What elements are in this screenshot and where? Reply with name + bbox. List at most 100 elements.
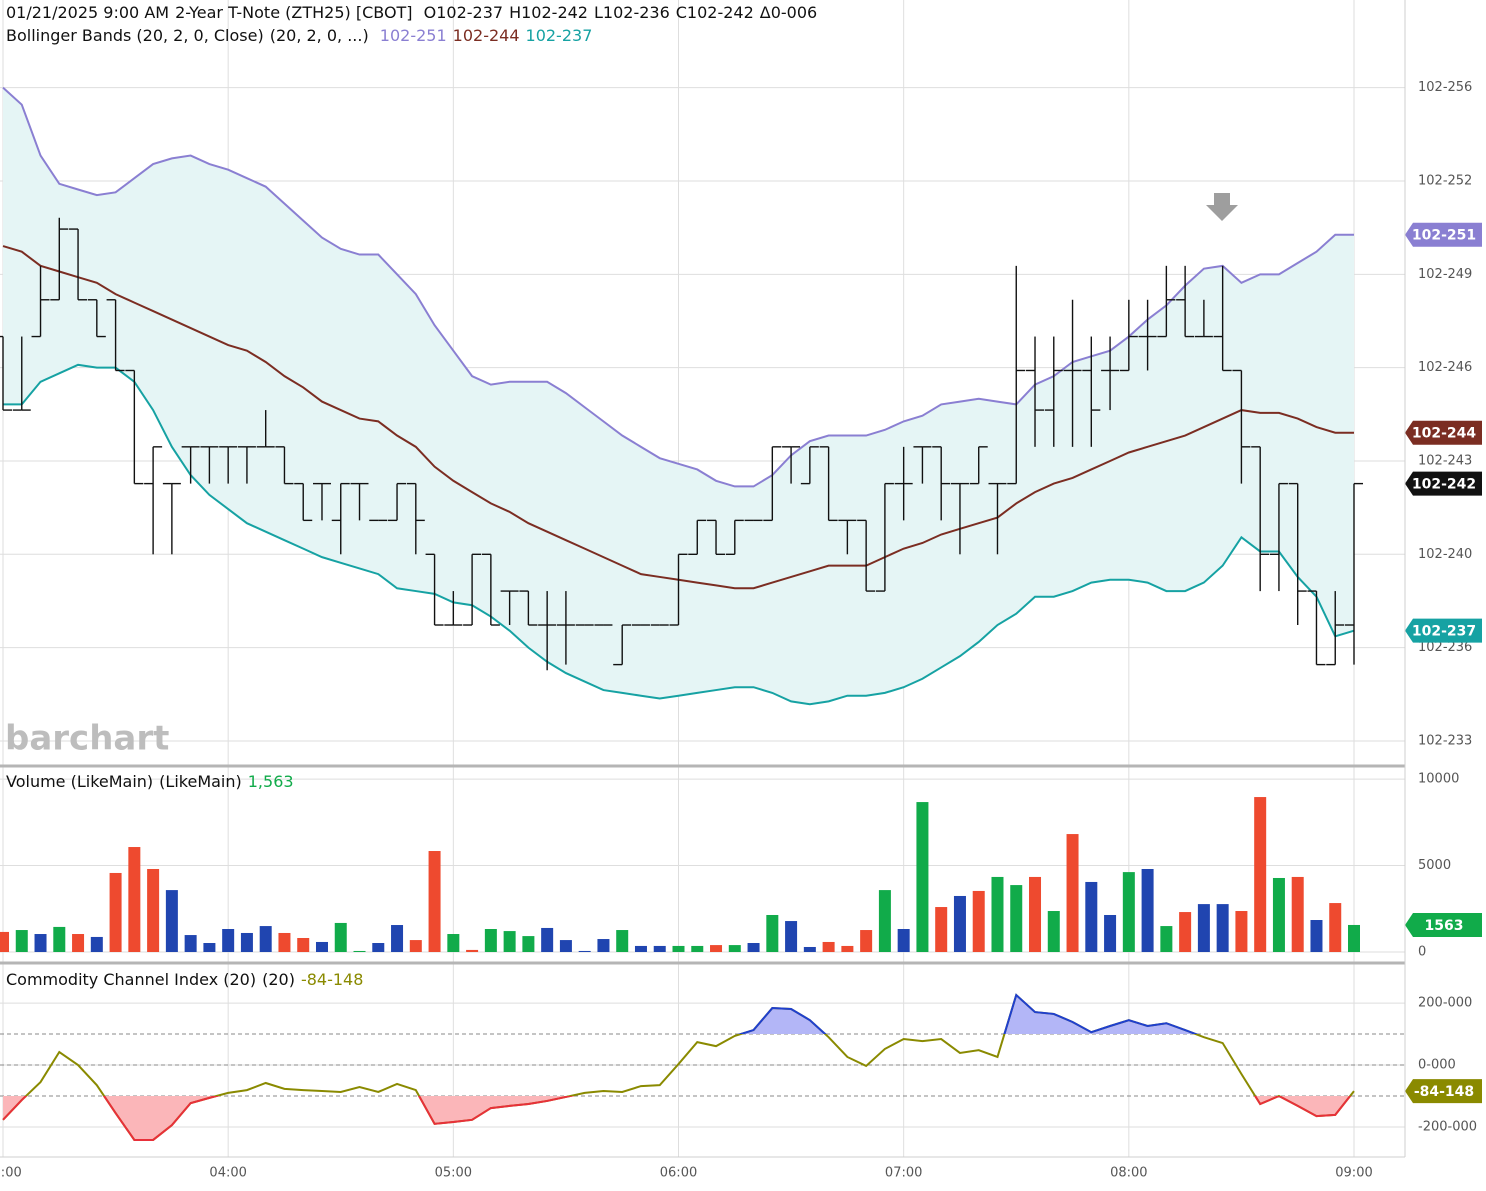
y-tick-label: 102-233 xyxy=(1418,733,1472,748)
volume-bar xyxy=(1329,903,1342,952)
volume-bar xyxy=(822,941,835,952)
volume-bar xyxy=(953,895,966,952)
band-badge-bg xyxy=(1405,222,1482,247)
band-line xyxy=(3,363,1355,706)
volume-bar xyxy=(372,943,385,952)
y-tick-label: 102-256 xyxy=(1418,80,1472,95)
volume-bar xyxy=(109,872,122,952)
x-tick-label: 07:00 xyxy=(885,1166,922,1181)
band-badge: 102-244 xyxy=(1412,426,1477,442)
x-tick-label: 04:00 xyxy=(209,1166,246,1181)
volume-bar xyxy=(578,950,591,952)
volume-bar xyxy=(1160,926,1173,952)
volume-params: (LikeMain) xyxy=(159,772,242,791)
volume-bar xyxy=(897,929,910,952)
overlay-name: Bollinger Bands (20, 2, 0, Close) xyxy=(6,26,264,45)
volume-bar xyxy=(203,943,216,952)
watermark: barchart xyxy=(5,719,169,759)
close-badge-bg xyxy=(1405,471,1482,496)
volume-bar xyxy=(991,876,1004,952)
volume-header: Volume (LikeMain) (LikeMain) 1,563 xyxy=(6,772,300,791)
volume-bar xyxy=(1029,876,1042,952)
volume-bar xyxy=(353,950,366,952)
y-tick-label: 0-000 xyxy=(1418,1058,1456,1073)
volume-bar xyxy=(147,868,160,952)
volume-bar xyxy=(128,847,141,952)
volume-bar xyxy=(634,945,647,952)
volume-bar xyxy=(672,945,685,952)
volume-bar xyxy=(935,907,948,952)
volume-bar xyxy=(503,931,516,952)
volume-bar xyxy=(72,934,85,952)
volume-bar xyxy=(1085,881,1098,952)
volume-bar xyxy=(1310,920,1323,952)
cci-last-label: -84-148 xyxy=(300,970,364,989)
cci-params: (20) xyxy=(262,970,295,989)
y-tick-label: 102-236 xyxy=(1418,640,1472,655)
cci-upper-fill xyxy=(740,995,1196,1035)
volume-bar xyxy=(315,941,328,952)
volume-bar xyxy=(710,945,723,952)
cci-header: Commodity Channel Index (20) (20) -84-148 xyxy=(6,970,369,989)
volume-bar xyxy=(484,929,497,952)
volume-bar xyxy=(972,890,985,952)
volume-bar xyxy=(1066,834,1079,952)
volume-bar xyxy=(878,890,891,952)
volume-bar xyxy=(653,945,666,952)
volume-bar xyxy=(747,943,760,952)
volume-title: Volume (LikeMain) xyxy=(6,772,154,791)
ohlc-label: H102-242 xyxy=(509,3,588,22)
volume-bar xyxy=(1047,911,1060,952)
volume-bar xyxy=(1141,868,1154,952)
volume-bar xyxy=(541,927,554,952)
close-badge: 102-242 xyxy=(1412,477,1476,493)
header-subtitle: 2-Year T-Note (ZTH25) [CBOT] xyxy=(175,3,413,22)
volume-badge-bg xyxy=(1405,912,1482,937)
price-header: 01/21/2025 9:00 AM 2-Year T-Note (ZTH25) … xyxy=(6,3,823,22)
volume-bar xyxy=(1272,877,1285,952)
volume-bar xyxy=(259,926,272,952)
volume-bar xyxy=(1104,914,1117,952)
volume-bar xyxy=(1010,885,1023,952)
volume-bar xyxy=(447,934,460,952)
cci-line-upper xyxy=(737,993,1199,1035)
volume-bar xyxy=(766,914,779,952)
overlay-params: (20, 2, 0, ...) xyxy=(269,26,369,45)
volume-bar xyxy=(222,929,235,952)
y-tick-label: 102-249 xyxy=(1418,267,1472,282)
volume-bar xyxy=(409,940,422,952)
y-tick-label: 102-240 xyxy=(1418,547,1472,562)
volume-bar xyxy=(15,930,28,952)
cci-badge: -84-148 xyxy=(1414,1084,1474,1100)
ohlc-label: Δ0-006 xyxy=(759,3,818,22)
volume-bar xyxy=(1122,872,1135,952)
overlay-last-label: 102-237 xyxy=(525,26,593,45)
volume-bar xyxy=(466,949,479,952)
volume-bar xyxy=(1254,797,1267,952)
volume-bar xyxy=(90,936,103,952)
y-tick-label: 102-246 xyxy=(1418,360,1472,375)
volume-bar xyxy=(522,936,535,952)
volume-bar xyxy=(1216,904,1229,952)
y-tick-label: 0 xyxy=(1418,945,1426,960)
volume-bar xyxy=(297,937,310,952)
volume-bar xyxy=(1291,876,1304,952)
volume-last-label: 1,563 xyxy=(247,772,294,791)
volume-bar xyxy=(428,851,441,952)
volume-bar xyxy=(616,930,629,952)
band-badge-bg xyxy=(1405,420,1482,445)
volume-bar xyxy=(785,921,798,952)
volume-bar xyxy=(728,945,741,952)
volume-bar xyxy=(53,926,66,952)
volume-bar xyxy=(559,940,572,952)
volume-bar xyxy=(916,802,929,952)
cci-badge-bg xyxy=(1405,1079,1482,1104)
volume-bar xyxy=(34,934,47,952)
volume-bar xyxy=(0,931,9,952)
volume-bar xyxy=(1235,911,1248,952)
volume-bar xyxy=(691,945,704,952)
y-tick-label: -200-000 xyxy=(1418,1119,1477,1134)
volume-bar xyxy=(334,922,347,952)
x-tick-label: 06:00 xyxy=(660,1166,697,1181)
